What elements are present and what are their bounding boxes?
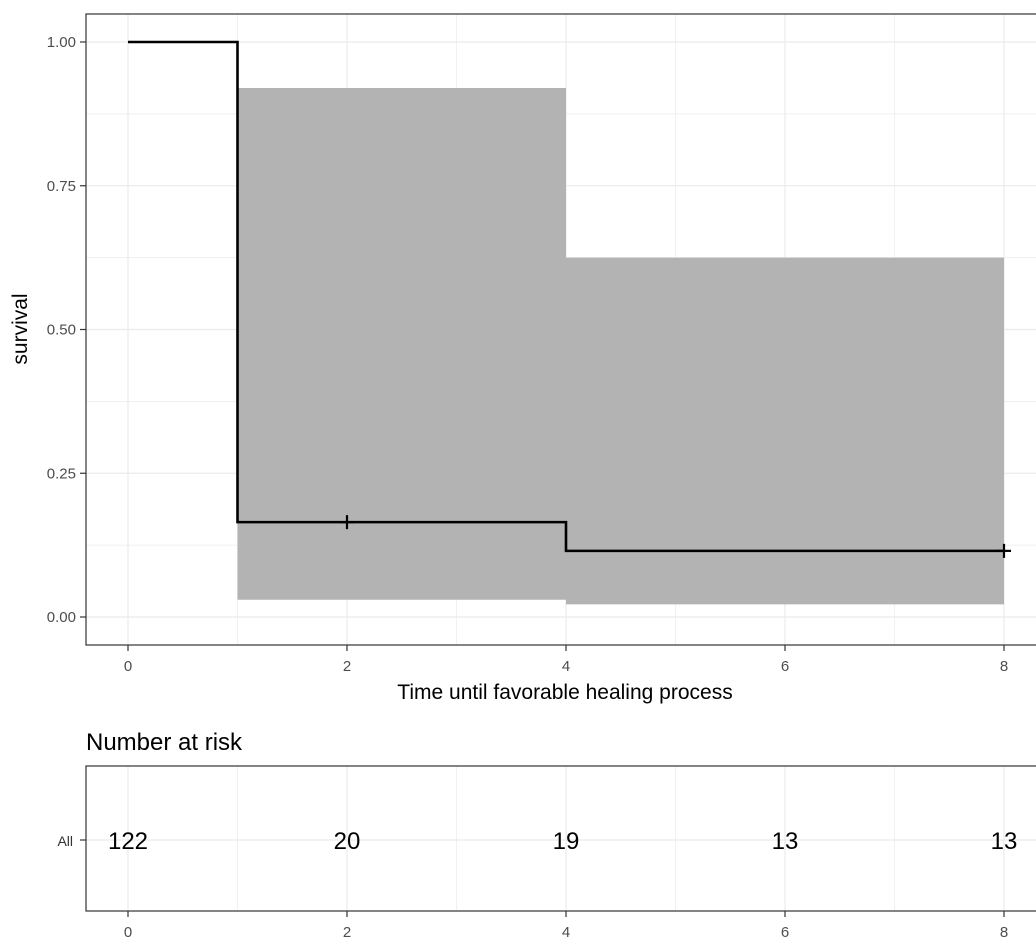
y-tick-label: 0.25 (47, 465, 76, 482)
x-axis: 0 2 4 6 8 (124, 645, 1008, 675)
y-tick-label: 0.50 (47, 322, 76, 339)
risk-value: 13 (772, 828, 799, 855)
confidence-band-segment (237, 88, 566, 600)
y-axis: 0.00 0.25 0.50 0.75 1.00 (47, 34, 86, 626)
y-axis-label: survival (9, 293, 32, 364)
risk-x-tick-label: 4 (562, 924, 570, 941)
x-tick-label: 0 (124, 658, 132, 675)
y-tick-label: 0.00 (47, 609, 76, 626)
risk-row-label: All (57, 833, 73, 849)
y-tick-label: 0.75 (47, 178, 76, 195)
censor-mark (997, 543, 1011, 558)
y-tick-label: 1.00 (47, 34, 76, 51)
risk-value: 13 (991, 828, 1018, 855)
risk-table-x-axis: 0 2 4 6 8 (124, 911, 1008, 941)
risk-x-tick-label: 2 (343, 924, 351, 941)
x-tick-label: 2 (343, 658, 351, 675)
survival-plot: 0.00 0.25 0.50 0.75 1.00 0 2 4 6 8 Time until fa… (9, 13, 1036, 704)
x-tick-label: 6 (781, 658, 789, 675)
survival-curve (128, 40, 1004, 553)
risk-table-panel (86, 766, 1036, 911)
risk-table-values: 122 20 19 13 13 (108, 828, 1017, 855)
survival-step-line (128, 40, 1004, 553)
risk-x-tick-label: 0 (124, 924, 132, 941)
x-tick-label: 4 (562, 658, 570, 675)
risk-value: 122 (108, 828, 148, 855)
censor-mark (340, 515, 354, 530)
risk-value: 20 (334, 828, 361, 855)
x-axis-label: Time until favorable healing process (397, 681, 732, 704)
confidence-band (237, 88, 1004, 605)
risk-value: 19 (553, 828, 580, 855)
risk-x-tick-label: 8 (1000, 924, 1008, 941)
confidence-band-segment (566, 257, 1004, 605)
risk-table-title: Number at risk (86, 729, 243, 756)
risk-x-tick-label: 6 (781, 924, 789, 941)
risk-table-grid (86, 766, 1036, 911)
x-tick-label: 8 (1000, 658, 1008, 675)
censor-marks (340, 515, 1011, 558)
risk-table: Number at risk 122 20 19 13 13 All 0 2 4 6 8 (57, 729, 1036, 941)
